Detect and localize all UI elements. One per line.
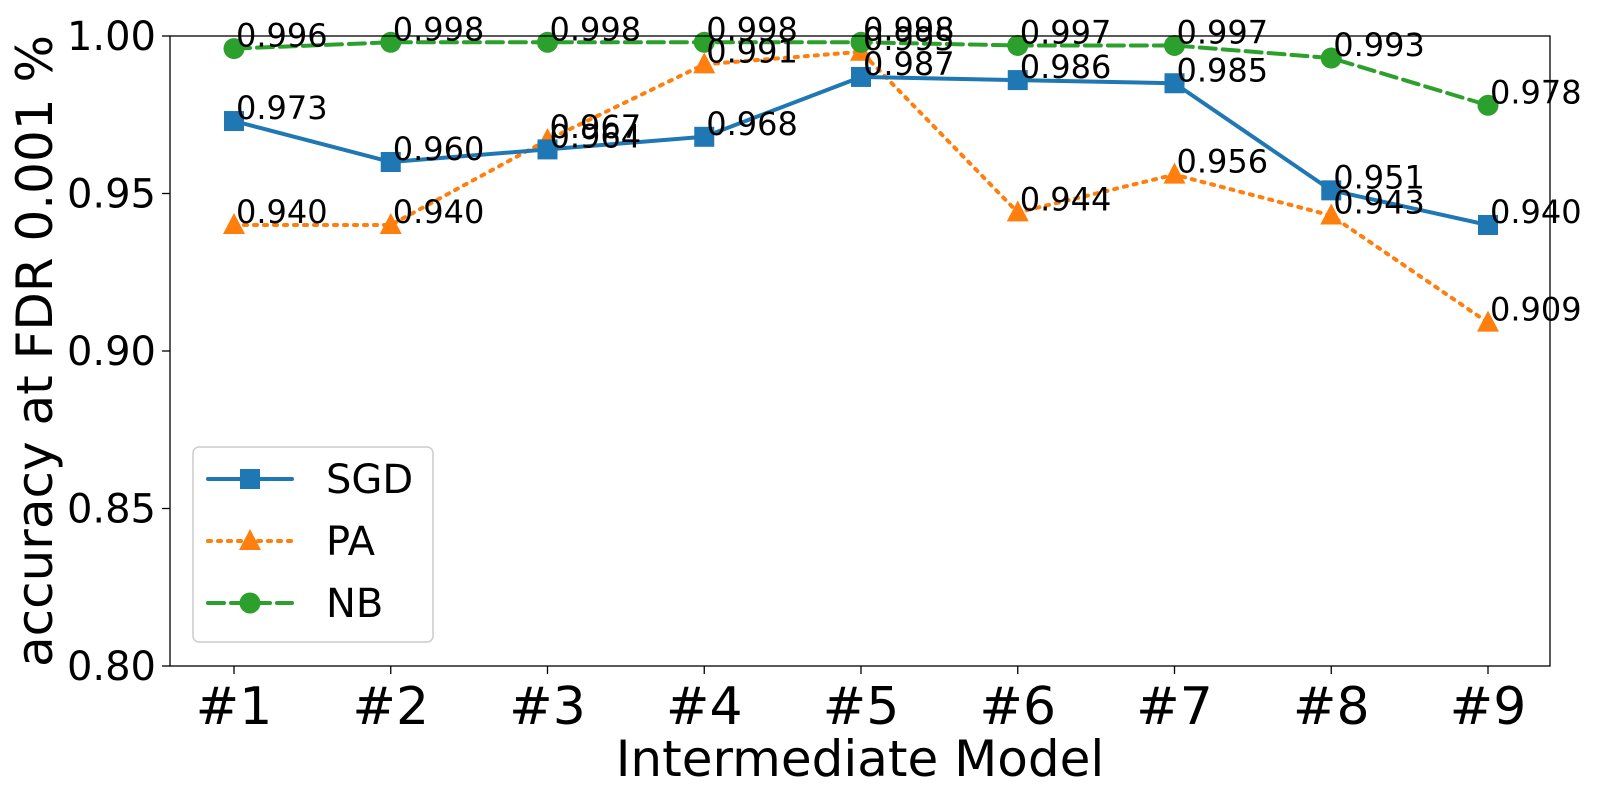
data-label: 0.997	[1177, 13, 1269, 51]
data-point	[537, 31, 558, 53]
y-tick-label: 1.00	[67, 14, 156, 60]
x-tick-label: #2	[352, 677, 429, 737]
data-point	[224, 111, 244, 132]
data-label: 0.998	[706, 10, 798, 48]
data-label: 0.996	[236, 17, 328, 55]
y-tick-label: 0.95	[67, 172, 156, 218]
data-point	[851, 66, 871, 87]
legend-entry: NB	[206, 581, 383, 627]
data-point	[1006, 200, 1029, 222]
x-tick-label: #7	[1136, 677, 1213, 737]
data-label: 0.998	[393, 10, 485, 48]
legend-marker	[239, 592, 261, 614]
data-point	[380, 152, 401, 172]
x-axis: #1 #2 #3 #4 #5 #6 #7 #8 #9	[196, 666, 1527, 737]
data-label: 0.973	[236, 89, 328, 127]
data-point	[1477, 310, 1499, 332]
data-point	[223, 213, 245, 234]
series-sgd	[224, 66, 1498, 235]
data-label: 0.940	[236, 193, 328, 231]
legend: SGD PA NB	[192, 446, 434, 643]
data-label: 0.998	[863, 10, 955, 48]
data-label: 0.968	[706, 105, 798, 143]
data-point	[537, 139, 558, 160]
x-tick-label: #4	[666, 677, 743, 737]
data-label: 0.943	[1333, 184, 1425, 222]
data-point	[379, 213, 402, 234]
legend-entry: PA	[206, 519, 376, 565]
y-tick-label: 0.80	[67, 644, 156, 690]
data-label: 0.985	[1177, 51, 1269, 89]
data-label: 0.940	[1490, 193, 1582, 231]
data-point	[1163, 162, 1186, 184]
series-nb	[223, 31, 1499, 116]
data-point	[1164, 34, 1185, 56]
x-axis-title: Intermediate Model	[616, 730, 1105, 788]
data-label: 0.995	[863, 20, 955, 58]
data-point	[1320, 47, 1342, 69]
data-label: 0.967	[550, 108, 642, 146]
data-label: 0.997	[1020, 13, 1112, 51]
data-label: 0.998	[550, 10, 642, 48]
data-label: 0.909	[1490, 291, 1582, 329]
legend-label: SGD	[326, 457, 413, 503]
data-label: 0.987	[863, 45, 955, 83]
data-point	[223, 38, 245, 60]
data-point	[380, 31, 402, 53]
series-layer	[223, 31, 1499, 332]
data-label: 0.978	[1490, 73, 1582, 111]
data-point	[850, 31, 872, 53]
x-tick-label: #1	[196, 677, 273, 737]
data-point	[1477, 94, 1499, 116]
legend-label: NB	[326, 581, 383, 627]
x-tick-label: #8	[1293, 677, 1370, 737]
data-label: 0.986	[1020, 48, 1112, 86]
legend-label: PA	[326, 519, 376, 565]
legend-marker	[239, 529, 261, 550]
data-point	[694, 126, 715, 147]
data-point	[1320, 203, 1343, 225]
data-point	[1321, 180, 1342, 201]
y-tick-label: 0.85	[67, 487, 156, 533]
data-label: 0.956	[1177, 143, 1269, 181]
y-tick-label: 0.90	[67, 329, 156, 375]
data-point	[1007, 70, 1028, 91]
legend-marker	[240, 469, 260, 489]
data-label: 0.991	[706, 32, 798, 70]
data-label: 0.944	[1020, 180, 1112, 218]
x-tick-label: #5	[823, 677, 900, 737]
data-labels: 0.973 0.960 0.964 0.968 0.987 0.986 0.985 0.951…	[236, 10, 1582, 328]
data-label: 0.940	[393, 193, 485, 231]
x-tick-label: #9	[1450, 677, 1527, 737]
data-label: 0.993	[1333, 26, 1425, 64]
data-point	[1007, 34, 1029, 56]
y-axis: 0.80 0.85 0.90 0.95 1.00	[67, 14, 170, 690]
data-label: 0.951	[1333, 158, 1425, 196]
data-point	[1478, 215, 1498, 235]
series-line	[232, 49, 1490, 325]
x-tick-label: #6	[979, 677, 1056, 737]
data-label: 0.964	[550, 117, 642, 155]
data-point	[693, 52, 716, 74]
data-point	[693, 31, 715, 53]
x-tick-label: #3	[509, 677, 586, 737]
legend-entry: SGD	[206, 457, 413, 503]
y-axis-title: accuracy at FDR 0.001 %	[6, 35, 64, 667]
data-label: 0.960	[393, 130, 485, 168]
data-point	[1164, 73, 1185, 94]
